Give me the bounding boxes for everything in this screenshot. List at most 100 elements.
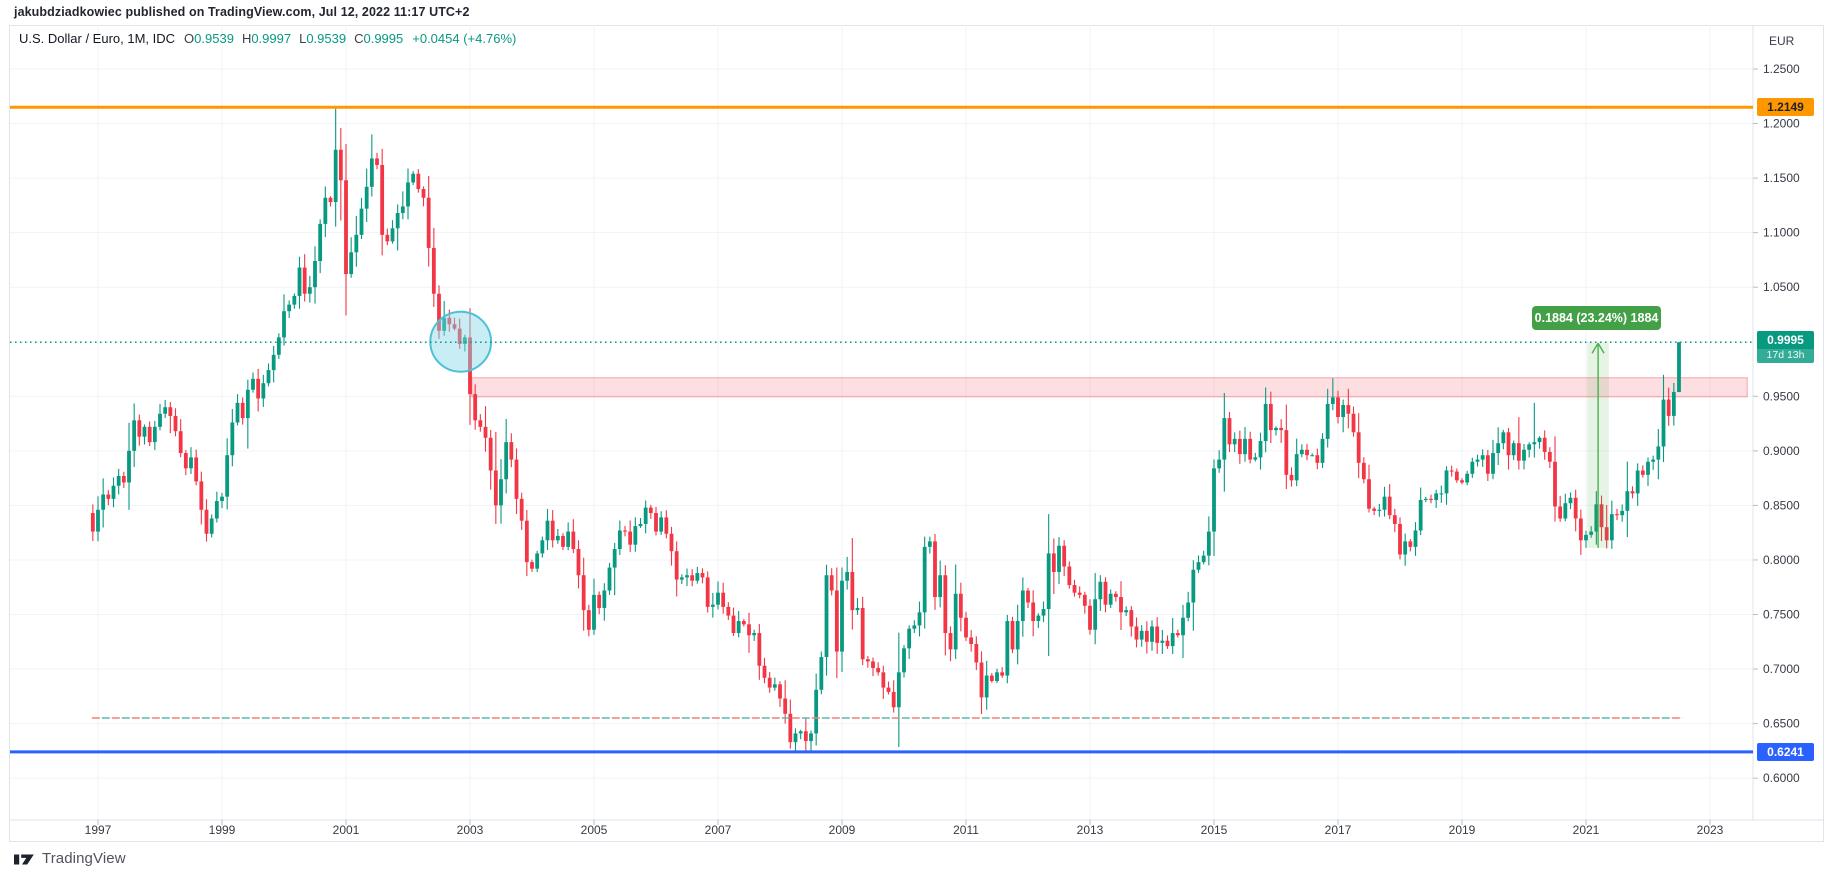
candle <box>540 536 545 558</box>
candle <box>1113 591 1118 602</box>
candle <box>1532 402 1537 458</box>
candle <box>1181 604 1185 659</box>
candle <box>1062 540 1067 577</box>
candle <box>1439 485 1444 503</box>
candle <box>1568 492 1573 510</box>
candle <box>1640 465 1645 478</box>
candle <box>1403 533 1408 566</box>
candle <box>1165 635 1170 649</box>
candle <box>385 228 390 246</box>
candle <box>457 318 462 349</box>
candle <box>323 186 328 238</box>
candle <box>101 478 106 528</box>
candle <box>757 623 762 680</box>
candle <box>654 506 658 536</box>
year-tick-label: 2019 <box>1449 823 1476 837</box>
ohlc-values: O0.9539 H0.9997 L0.9539 C0.9995 <box>184 31 403 46</box>
ohlc-token: H0.9997 <box>241 31 292 46</box>
candle <box>747 612 751 653</box>
candle <box>1036 613 1041 629</box>
candle <box>1082 591 1087 614</box>
candle <box>1429 494 1433 504</box>
candle <box>1382 486 1387 517</box>
candle <box>1268 391 1273 444</box>
candle <box>1398 517 1402 560</box>
candle <box>214 491 219 523</box>
price-tick-label: 1.2000 <box>1763 117 1800 131</box>
candle <box>1584 530 1588 548</box>
price-range-measure[interactable] <box>1587 342 1609 548</box>
candle <box>602 583 607 621</box>
candle <box>173 408 178 437</box>
candle <box>814 673 819 746</box>
candle <box>933 533 937 610</box>
candle <box>1237 430 1242 464</box>
candle <box>318 219 323 274</box>
price-range-measure-label[interactable]: 0.1884 (23.24%) 1884 <box>1532 306 1661 330</box>
current-price-badge: 0.9995 17d 13h <box>1757 331 1814 363</box>
tradingview-logo-icon[interactable] <box>14 851 35 867</box>
candle <box>462 334 467 352</box>
candle <box>1392 508 1397 533</box>
candle <box>1418 487 1423 536</box>
year-tick-label: 2017 <box>1325 823 1352 837</box>
candle <box>1604 505 1609 549</box>
candle <box>592 578 596 635</box>
price-axis[interactable] <box>1753 25 1825 820</box>
candle <box>251 372 255 393</box>
price-level-badge-orange: 1.2149 <box>1757 98 1814 116</box>
candle <box>220 492 224 509</box>
candle <box>1243 426 1247 462</box>
candle <box>566 522 571 551</box>
candle <box>225 438 230 510</box>
resistance-zone[interactable] <box>471 377 1748 398</box>
candle <box>116 468 121 495</box>
candle <box>90 504 95 542</box>
candle <box>256 368 261 412</box>
footer: TradingView <box>14 850 126 867</box>
candle <box>1630 486 1635 499</box>
candle <box>266 363 271 387</box>
candle <box>628 520 633 552</box>
candle <box>307 275 312 303</box>
candle <box>545 508 550 551</box>
candle <box>767 672 772 693</box>
candle <box>840 567 844 673</box>
brand-name[interactable]: TradingView <box>42 850 126 867</box>
candle <box>1547 447 1552 468</box>
candle <box>1150 620 1154 651</box>
candle <box>1005 614 1010 684</box>
candle <box>1423 496 1428 503</box>
candle <box>178 419 183 458</box>
candle <box>741 619 746 627</box>
candle <box>276 333 281 359</box>
time-axis[interactable] <box>10 820 1753 842</box>
candle <box>426 175 431 267</box>
candle <box>845 556 850 590</box>
candle <box>1449 465 1454 477</box>
candle <box>612 542 617 596</box>
candle <box>163 400 168 419</box>
candle <box>483 406 488 452</box>
candle <box>778 681 782 707</box>
candle <box>1491 440 1495 480</box>
symbol-legend: U.S. Dollar / Euro, 1M, IDC O0.9539 H0.99… <box>19 31 516 46</box>
candle <box>1609 500 1614 549</box>
price-tick-label: 0.7500 <box>1763 608 1800 622</box>
candle <box>1387 484 1392 520</box>
grid-layer <box>10 25 1753 820</box>
candle <box>798 729 803 740</box>
candle <box>488 429 493 490</box>
candle <box>183 450 188 476</box>
candle <box>1160 629 1165 654</box>
candle <box>1501 429 1506 450</box>
candle <box>354 215 359 267</box>
candle <box>1232 432 1237 453</box>
candle <box>1356 413 1361 479</box>
candle <box>514 448 519 515</box>
candle <box>509 433 514 468</box>
candle <box>576 540 581 589</box>
candle <box>297 256 302 309</box>
candle <box>1475 454 1480 467</box>
